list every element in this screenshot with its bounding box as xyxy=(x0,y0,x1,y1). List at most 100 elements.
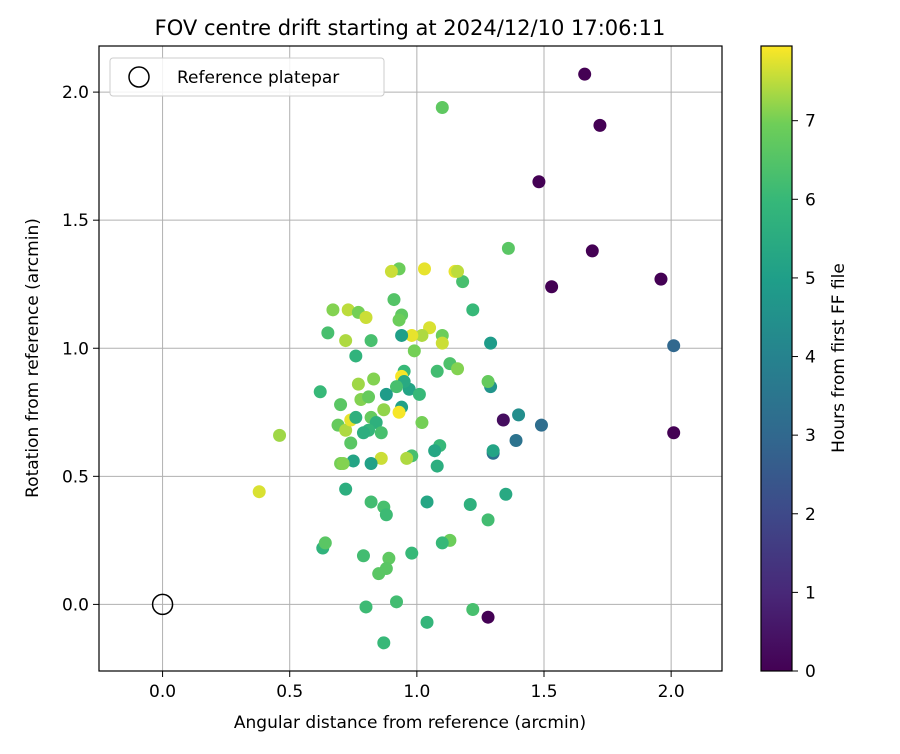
data-point xyxy=(387,293,401,307)
data-point xyxy=(351,377,365,391)
data-point xyxy=(339,334,353,348)
plot-frame xyxy=(98,45,723,672)
legend[interactable]: Reference platepar xyxy=(109,57,385,97)
data-point xyxy=(379,508,393,522)
data-point xyxy=(466,603,480,617)
data-point xyxy=(405,328,419,342)
y-tick-label: 1.0 xyxy=(62,339,89,359)
data-point xyxy=(359,600,373,614)
data-point xyxy=(451,264,465,278)
data-point xyxy=(481,513,495,527)
data-point xyxy=(456,275,470,289)
data-point xyxy=(372,567,386,581)
colorbar-gradient xyxy=(760,45,793,672)
colorbar: 0 1 2 3 4 5 6 7 Hours from first FF file xyxy=(760,45,849,682)
data-point xyxy=(667,426,681,440)
data-point xyxy=(481,610,495,624)
colorbar-tick-label: 0 xyxy=(805,662,816,682)
data-point xyxy=(377,636,391,650)
data-point xyxy=(405,546,419,560)
data-point xyxy=(273,428,287,442)
data-point xyxy=(384,264,398,278)
colorbar-tick-label: 6 xyxy=(805,190,816,210)
data-point xyxy=(534,418,548,432)
data-point xyxy=(501,241,515,255)
colorbar-ticks: 0 1 2 3 4 5 6 7 xyxy=(792,112,816,682)
data-point xyxy=(654,272,668,286)
data-point xyxy=(364,334,378,348)
x-tick-label: 1.0 xyxy=(403,682,430,702)
data-point xyxy=(364,495,378,509)
data-point xyxy=(420,615,434,629)
data-point xyxy=(484,336,498,350)
data-point xyxy=(435,100,449,114)
data-point xyxy=(451,362,465,376)
data-point xyxy=(334,398,348,412)
x-tick-label: 0.5 xyxy=(276,682,303,702)
data-point xyxy=(593,118,607,132)
data-point xyxy=(545,280,559,294)
x-tick-label: 2.0 xyxy=(658,682,685,702)
data-point xyxy=(481,375,495,389)
data-point xyxy=(377,403,391,417)
data-point xyxy=(359,311,373,325)
colorbar-tick-label: 5 xyxy=(805,269,816,289)
data-point xyxy=(486,444,500,458)
data-point xyxy=(379,387,393,401)
data-point xyxy=(313,385,327,399)
legend-marker-icon xyxy=(128,66,150,88)
data-point xyxy=(417,262,431,276)
data-point xyxy=(362,390,376,404)
data-point xyxy=(392,405,406,419)
data-points xyxy=(252,67,681,650)
data-point xyxy=(395,328,409,342)
data-point xyxy=(415,328,429,342)
data-point xyxy=(382,551,396,565)
data-point xyxy=(585,244,599,258)
data-point xyxy=(349,349,363,363)
data-point xyxy=(415,416,429,430)
data-point xyxy=(349,410,363,424)
y-axis-label: Rotation from reference (arcmin) xyxy=(23,218,43,498)
x-axis-label: Angular distance from reference (arcmin) xyxy=(234,713,586,733)
colorbar-tick-label: 3 xyxy=(805,426,816,446)
data-point xyxy=(321,326,335,340)
data-point xyxy=(356,426,370,440)
x-axis-ticks: 0.0 0.5 1.0 1.5 2.0 xyxy=(149,671,685,702)
data-point xyxy=(326,303,340,317)
colorbar-tick-label: 4 xyxy=(805,348,816,368)
colorbar-tick-label: 1 xyxy=(805,583,816,603)
data-point xyxy=(667,339,681,353)
data-point xyxy=(364,457,378,471)
data-point xyxy=(400,451,414,465)
data-point xyxy=(252,485,266,499)
y-tick-label: 0.5 xyxy=(62,467,89,487)
data-point xyxy=(420,495,434,509)
data-point xyxy=(512,408,526,422)
data-point xyxy=(407,344,421,358)
data-point xyxy=(496,413,510,427)
data-point xyxy=(435,336,449,350)
data-point xyxy=(463,498,477,512)
grid xyxy=(99,46,722,671)
data-point xyxy=(435,536,449,550)
data-point xyxy=(339,423,353,437)
legend-box xyxy=(109,57,385,97)
data-point xyxy=(509,433,523,447)
colorbar-tick-label: 2 xyxy=(805,505,816,525)
data-point xyxy=(336,457,350,471)
data-point xyxy=(356,549,370,563)
data-point xyxy=(532,175,546,189)
chart-title: FOV centre drift starting at 2024/12/10 … xyxy=(155,16,666,40)
y-tick-label: 0.0 xyxy=(62,595,89,615)
y-axis-ticks: 0.0 0.5 1.0 1.5 2.0 xyxy=(62,83,99,615)
data-point xyxy=(466,303,480,317)
data-point xyxy=(346,454,360,468)
data-point xyxy=(339,482,353,496)
data-point xyxy=(578,67,592,81)
data-point xyxy=(367,372,381,386)
reference-point-marker xyxy=(151,593,174,616)
data-point xyxy=(430,459,444,473)
